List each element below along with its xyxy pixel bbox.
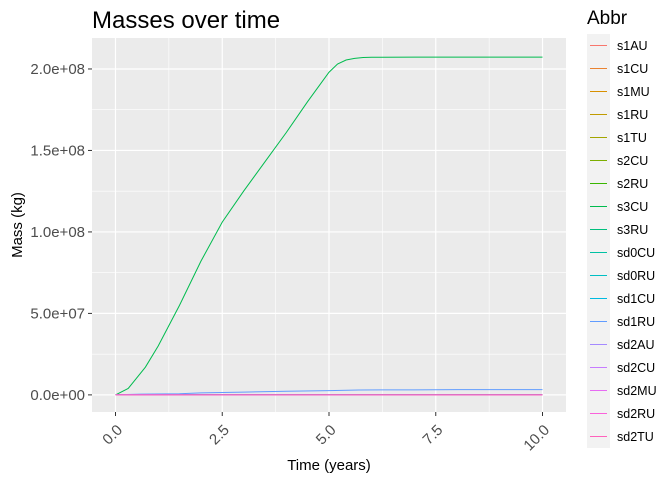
legend-item-s2CU: s2CU	[587, 149, 648, 172]
series-layer	[115, 56, 543, 396]
legend-item-s3RU: s3RU	[587, 218, 648, 241]
legend-label: sd2CU	[617, 361, 655, 375]
legend-item-s1AU: s1AU	[587, 34, 648, 57]
legend-item-s2RU: s2RU	[587, 172, 648, 195]
y-axis: 0.0e+00 5.0e+07 1.0e+08 1.5e+08 2.0e+08	[30, 61, 92, 404]
x-axis-title: Time (years)	[287, 457, 371, 474]
legend-item-sd2RU: sd2RU	[587, 402, 655, 425]
legend-item-s1MU: s1MU	[587, 80, 650, 103]
chart-title: Masses over time	[92, 7, 280, 34]
legend-item-s1TU: s1TU	[587, 126, 647, 149]
legend-label: s1AU	[617, 39, 648, 53]
legend-title: Abbr	[587, 8, 628, 29]
legend-item-s3CU: s3CU	[587, 195, 648, 218]
legend-label: sd1RU	[617, 315, 655, 329]
legend-label: s1MU	[617, 85, 650, 99]
x-tick-label: 10.0	[520, 422, 553, 455]
x-tick-label: 7.5	[420, 422, 447, 449]
legend-item-s1RU: s1RU	[587, 103, 648, 126]
y-tick-label: 5.0e+07	[30, 305, 85, 322]
legend-label: s1RU	[617, 108, 648, 122]
series-line-sd1RU	[115, 389, 543, 396]
legend-item-sd0CU: sd0CU	[587, 241, 655, 264]
legend-item-sd2MU: sd2MU	[587, 379, 657, 402]
legend-item-sd1RU: sd1RU	[587, 310, 655, 333]
legend-label: s2CU	[617, 154, 648, 168]
legend-label: sd2TU	[617, 430, 654, 444]
legend-label: s3RU	[617, 223, 648, 237]
legend-label: s1TU	[617, 131, 647, 145]
legend-label: sd2AU	[617, 338, 655, 352]
y-tick-label: 1.0e+08	[30, 224, 85, 241]
legend-label: sd0CU	[617, 246, 655, 260]
y-axis-title: Mass (kg)	[9, 192, 26, 258]
legend-label: s3CU	[617, 200, 648, 214]
legend-item-sd2TU: sd2TU	[587, 425, 654, 448]
y-tick-label: 2.0e+08	[30, 61, 85, 78]
legend-item-s1CU: s1CU	[587, 57, 648, 80]
legend-item-sd2CU: sd2CU	[587, 356, 655, 379]
x-tick-label: 2.5	[206, 422, 233, 449]
y-tick-label: 0.0e+00	[30, 387, 85, 404]
legend-label: s1CU	[617, 62, 648, 76]
legend: Abbr s1AU s1CU s1MU s1RU s1TU s2CU s2RU s3CU s3R…	[587, 8, 657, 448]
legend-label: sd2MU	[617, 384, 657, 398]
legend-label: sd1CU	[617, 292, 655, 306]
legend-item-sd0RU: sd0RU	[587, 264, 655, 287]
legend-label: sd0RU	[617, 269, 655, 283]
x-axis: 0.0 2.5 5.0 7.5 10.0	[99, 412, 553, 454]
x-tick-label: 0.0	[99, 422, 126, 449]
legend-label: s2RU	[617, 177, 648, 191]
y-tick-label: 1.5e+08	[30, 142, 85, 159]
legend-item-sd1CU: sd1CU	[587, 287, 655, 310]
x-tick-label: 5.0	[313, 422, 340, 449]
legend-item-sd2AU: sd2AU	[587, 333, 655, 356]
series-line-s3CU	[115, 56, 543, 396]
legend-label: sd2RU	[617, 407, 655, 421]
